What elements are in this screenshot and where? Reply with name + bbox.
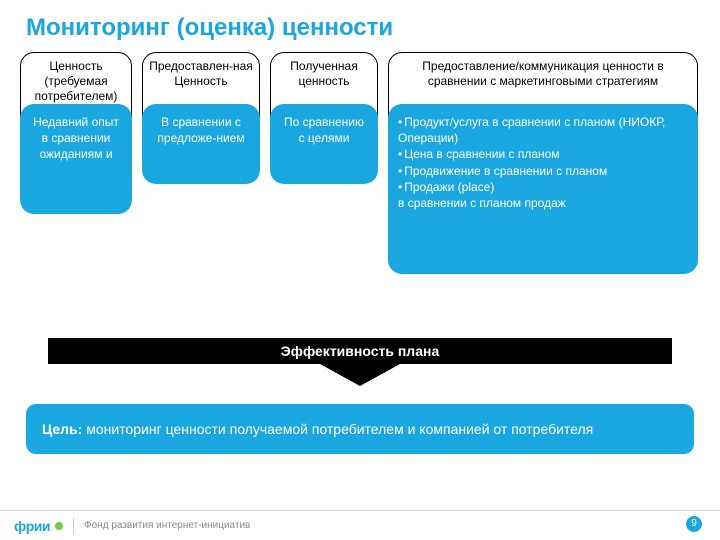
slide-title: Мониторинг (оценка) ценности [26,14,393,42]
card-2: Полученная ценностьПо сравнению с целями [270,52,378,274]
arrow-label: Эффективность плана [0,338,720,364]
goal-text: мониторинг ценности получаемой потребите… [86,421,593,437]
footer-separator [73,518,74,534]
card-bubble: Недавний опыт в сравнении ожиданиям и [20,104,132,214]
goal-prefix: Цель: [42,421,86,437]
bubble-list-item: Продукт/услуга в сравнении с планом (НИО… [398,114,688,146]
footer-bar: фрии Фонд развития интернет-инициатив [0,510,720,540]
bubble-list-item: Продажи (place) в сравнении с планом про… [398,179,688,211]
footer-logo-dot-icon [55,522,63,530]
bubble-list-item: Цена в сравнении с планом [398,146,688,162]
footer-text: Фонд развития интернет-инициатив [84,520,250,531]
footer-logo-text: фрии [14,518,50,534]
bubble-list-item: Продвижение в сравнении с планом [398,163,688,179]
bubble-list: Продукт/услуга в сравнении с планом (НИО… [398,114,688,211]
card-0: Ценность (требуемая потребителем)Недавни… [20,52,132,274]
card-1: Предоставлен-ная ЦенностьВ сравнении с п… [142,52,260,274]
arrow-head-icon [320,364,400,386]
card-bubble: В сравнении с предложе-нием [142,104,260,184]
goal-box: Цель: мониторинг ценности получаемой пот… [26,404,694,454]
card-bubble: Продукт/услуга в сравнении с планом (НИО… [388,104,698,274]
slide: Мониторинг (оценка) ценности Ценность (т… [0,0,720,540]
card-3: Предоставление/коммуникация ценности в с… [388,52,698,274]
page-number: 9 [686,516,702,532]
footer-logo: фрии [14,518,63,534]
cards-row: Ценность (требуемая потребителем)Недавни… [20,52,700,274]
card-bubble: По сравнению с целями [270,104,378,184]
